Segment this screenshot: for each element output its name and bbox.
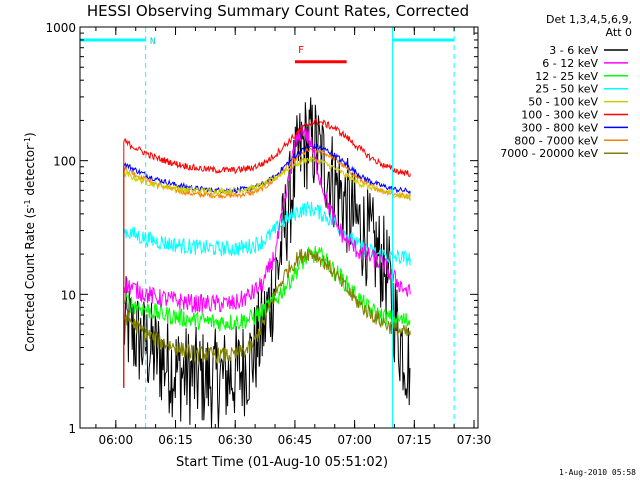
legend-label: 100 - 300 keV [521, 109, 598, 122]
y-tick-label: 1 [68, 422, 76, 436]
chart-title: HESSI Observing Summary Count Rates, Cor… [87, 2, 469, 20]
legend-entry: 3 - 6 keV [549, 44, 628, 57]
legend-entry: 800 - 7000 keV [514, 134, 628, 147]
x-tick-label: 06:15 [158, 433, 193, 447]
axes: 06:00 06:15 06:30 06:45 07:00 07:15 07:30 1 10 10… [45, 21, 491, 447]
legend-header-2: Att 0 [606, 26, 632, 39]
plot-frame [79, 26, 479, 429]
legend-entry: 12 - 25 keV [535, 70, 628, 83]
series-line [123, 201, 411, 388]
y-tick-label: 100 [53, 155, 76, 169]
series-line [123, 156, 411, 388]
series-line [123, 118, 411, 388]
x-tick-label: 07:15 [397, 433, 432, 447]
legend-entry: 7000 - 20000 keV [500, 147, 628, 160]
y-tick-label: 10 [61, 288, 76, 302]
legend-entry: 50 - 100 keV [528, 96, 628, 109]
series-line [123, 245, 411, 388]
footer-timestamp: 1-Aug-2010 05:58 [559, 468, 636, 477]
legend-entry: 300 - 800 keV [521, 121, 628, 134]
y-tick-label: 1000 [45, 21, 76, 35]
legend-entry: 25 - 50 keV [535, 83, 628, 96]
plot-area [123, 97, 411, 429]
x-tick-label: 06:00 [99, 433, 134, 447]
legend-label: 800 - 7000 keV [514, 134, 598, 147]
x-tick-label: 07:00 [337, 433, 372, 447]
x-axis-label: Start Time (01-Aug-10 05:51:02) [176, 455, 388, 470]
night-marker-label: N [150, 37, 155, 47]
series-line [123, 248, 411, 388]
legend-label: 50 - 100 keV [528, 96, 598, 109]
legend-entry: 6 - 12 keV [542, 57, 628, 70]
legend-header-1: Det 1,3,4,5,6,9, [546, 13, 632, 26]
x-tick-label: 07:30 [457, 433, 492, 447]
legend-entry: 100 - 300 keV [521, 109, 628, 122]
series-line [123, 124, 411, 388]
legend-label: 25 - 50 keV [535, 83, 598, 96]
legend-label: 12 - 25 keV [535, 70, 598, 83]
legend-label: 3 - 6 keV [549, 44, 598, 57]
flare-marker-label: F [298, 45, 304, 56]
legend-label: 6 - 12 keV [542, 57, 598, 70]
x-tick-label: 06:45 [278, 433, 313, 447]
y-axis-label: Corrected Count Rate (s-1 detector-1) [23, 132, 38, 351]
legend-label: 300 - 800 keV [521, 121, 598, 134]
x-tick-label: 06:30 [218, 433, 253, 447]
legend-label: 7000 - 20000 keV [500, 147, 598, 160]
series-line [123, 97, 411, 429]
